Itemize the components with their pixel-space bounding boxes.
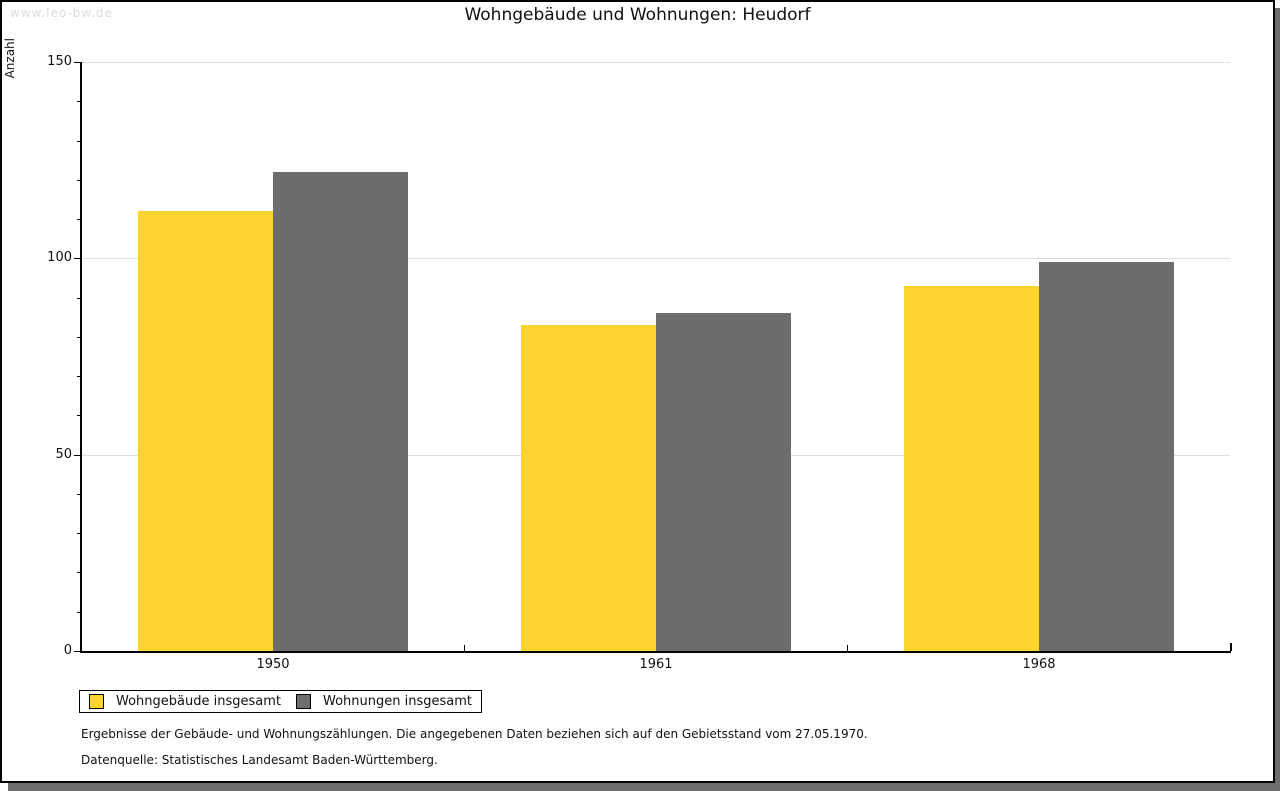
plot-area: 1950 1961 1968 0 50 100 150 [2,2,1273,781]
x-tick-1 [464,645,465,651]
y-minor-tick-90 [77,298,81,299]
data-source-text: Datenquelle: Statistisches Landesamt Bad… [81,753,438,767]
bar-1968-wohngebaeude [904,286,1039,651]
y-minor-tick-80 [77,337,81,338]
bar-1961-wohnungen [656,313,791,651]
watermark: www.leo-bw.de [10,6,113,20]
y-tick-label-50: 50 [55,447,72,462]
x-tick-2 [847,645,848,651]
bar-1961-wohngebaeude [521,325,656,651]
x-axis-end-tick [1230,643,1232,651]
y-major-tick-100 [74,258,81,259]
y-major-tick-0 [74,651,81,652]
y-minor-tick-110 [77,219,81,220]
legend: Wohngebäude insgesamt Wohnungen insgesam… [79,690,482,713]
y-tick-label-0: 0 [63,643,72,658]
legend-swatch-yellow [89,694,104,709]
gridline-100 [81,258,1230,259]
y-minor-tick-60 [77,415,81,416]
y-minor-tick-40 [77,494,81,495]
x-tick-label-1961: 1961 [639,657,673,672]
chart-title: Wohngebäude und Wohnungen: Heudorf [464,5,811,25]
y-minor-tick-30 [77,533,81,534]
bar-1968-wohnungen [1039,262,1174,651]
y-minor-tick-20 [77,572,81,573]
y-minor-tick-130 [77,141,81,142]
legend-swatch-gray [296,694,311,709]
x-tick-label-1950: 1950 [256,657,290,672]
x-axis-line [80,651,1231,653]
y-major-tick-50 [74,455,81,456]
y-minor-tick-140 [77,101,81,102]
y-minor-tick-10 [77,612,81,613]
footnote-text: Ergebnisse der Gebäude- und Wohnungszähl… [81,727,868,741]
bar-1950-wohngebaeude [138,211,273,651]
y-tick-label-150: 150 [47,54,72,69]
legend-label-wohnungen: Wohnungen insgesamt [323,694,472,709]
y-minor-tick-120 [77,180,81,181]
y-major-tick-150 [74,62,81,63]
gridline-150 [81,62,1230,63]
y-tick-label-100: 100 [47,250,72,265]
x-tick-label-1968: 1968 [1022,657,1056,672]
legend-item-wohnungen: Wohnungen insgesamt [296,694,472,709]
legend-label-wohngebaeude: Wohngebäude insgesamt [116,694,281,709]
bar-1950-wohnungen [273,172,408,651]
y-axis-line [80,62,82,653]
legend-item-wohngebaeude: Wohngebäude insgesamt [89,694,281,709]
y-minor-tick-70 [77,376,81,377]
